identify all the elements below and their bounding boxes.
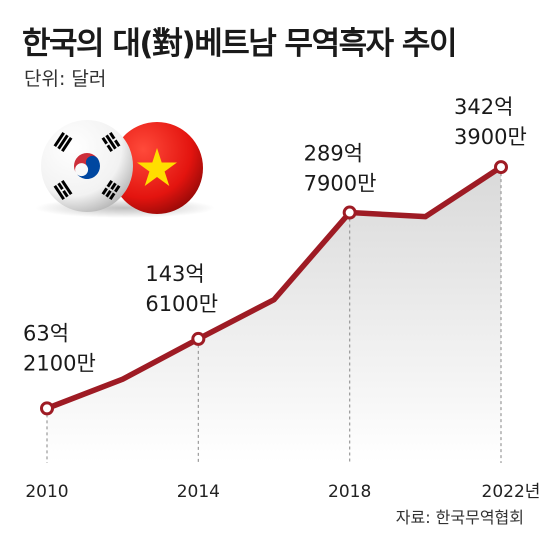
- chart-title: 한국의 대(對)베트남 무역흑자 추이: [22, 26, 457, 62]
- source-note: 자료: 한국무역협회: [395, 508, 524, 527]
- series-line-layer: [44, 164, 504, 412]
- data-label: 342억: [454, 95, 513, 119]
- data-labels: 63억 2100만 143억 6100만 289억 7900만 342억 3900만: [23, 95, 527, 375]
- data-label: 143억: [145, 262, 204, 286]
- markers: [40, 160, 508, 416]
- x-tick-label: 2014: [177, 482, 220, 502]
- data-point-marker: [342, 205, 357, 220]
- x-tick-label: 2018: [328, 482, 371, 502]
- data-label: 6100만: [145, 292, 218, 316]
- data-label: 289억: [304, 142, 363, 166]
- south-korea-flag-icon: [41, 120, 133, 212]
- series-line: [44, 164, 504, 412]
- vietnam-flag-icon: [111, 122, 203, 214]
- x-tick-label: 2010: [25, 482, 68, 502]
- data-label: 63억: [23, 321, 69, 345]
- data-label: 7900만: [304, 172, 377, 196]
- x-tick-label: 2022년: [482, 482, 541, 502]
- x-axis-ticks: 2010 2014 2018 2022년: [25, 482, 540, 502]
- unit-label: 단위: 달러: [24, 68, 107, 90]
- data-point-marker: [40, 401, 54, 416]
- drop-lines: [46, 167, 502, 463]
- area-fill-layer: [47, 167, 501, 463]
- data-point-marker: [191, 331, 206, 346]
- area-fill: [47, 167, 501, 463]
- data-label: 3900만: [454, 125, 527, 149]
- data-point-marker: [494, 160, 508, 175]
- data-label: 2100만: [23, 351, 96, 375]
- flags: [35, 120, 215, 218]
